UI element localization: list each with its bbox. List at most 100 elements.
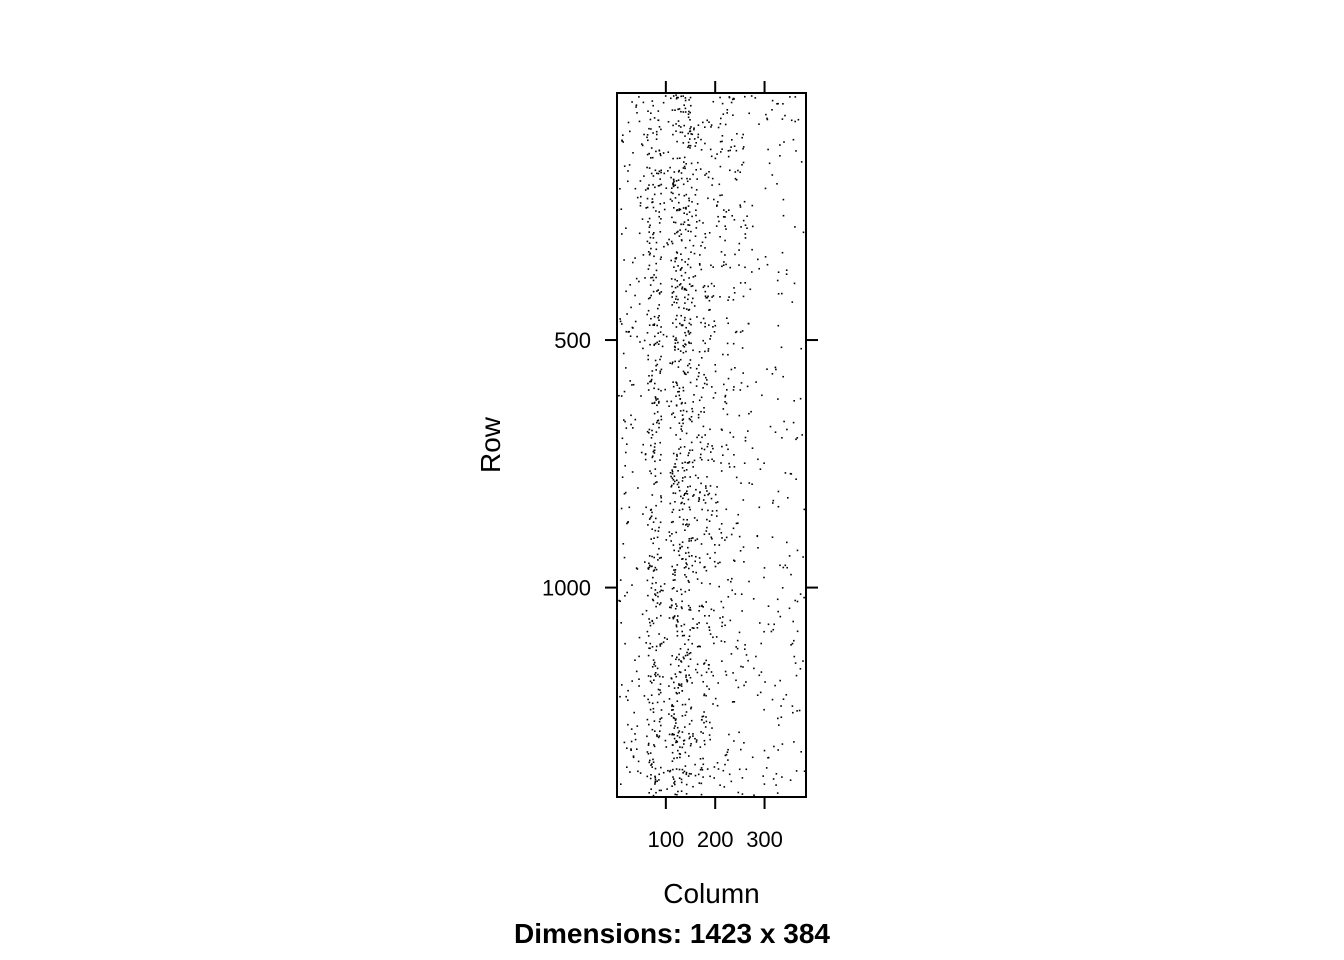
data-point (698, 497, 700, 499)
data-point (654, 776, 657, 779)
data-point (671, 242, 674, 245)
data-point (676, 700, 679, 702)
data-point (682, 389, 685, 392)
data-point (686, 493, 689, 495)
data-point (714, 364, 716, 366)
data-point (675, 337, 677, 339)
data-point (744, 282, 746, 284)
data-point (727, 377, 730, 380)
data-point (696, 221, 698, 223)
data-point (672, 452, 675, 455)
data-point (619, 600, 621, 602)
data-point (674, 257, 677, 260)
data-point (623, 741, 626, 744)
data-point (794, 120, 796, 123)
data-point (791, 642, 794, 645)
data-point (732, 389, 735, 391)
data-point (677, 108, 679, 111)
data-point (654, 475, 657, 477)
data-point (675, 718, 677, 720)
data-point (688, 363, 691, 365)
data-point (678, 684, 680, 686)
data-point (660, 602, 662, 604)
data-point (689, 266, 692, 269)
data-point (724, 670, 727, 673)
data-point (714, 551, 716, 554)
data-point (647, 268, 650, 270)
x-tick-label: 100 (647, 827, 684, 852)
data-point (658, 422, 660, 425)
data-point (672, 492, 675, 494)
data-point (660, 766, 662, 769)
data-point (741, 610, 743, 612)
data-point (671, 469, 673, 471)
data-point (638, 232, 641, 235)
data-point (712, 326, 714, 328)
data-point (692, 349, 694, 352)
data-point (680, 324, 683, 326)
data-point (726, 413, 729, 416)
data-point (741, 164, 743, 166)
data-point (689, 485, 691, 488)
data-point (701, 508, 703, 511)
data-point (658, 211, 660, 213)
data-point (648, 701, 651, 704)
data-point (677, 687, 679, 689)
data-point (679, 269, 682, 271)
data-point (722, 454, 724, 456)
data-point (662, 771, 665, 774)
data-point (675, 318, 677, 321)
data-point (713, 642, 715, 645)
data-point (669, 362, 671, 364)
data-point (676, 635, 679, 637)
data-point (656, 617, 658, 619)
data-point (674, 416, 676, 418)
data-point (683, 469, 686, 472)
data-point (694, 539, 697, 542)
data-point (687, 579, 690, 582)
data-point (651, 100, 654, 102)
data-point (669, 663, 672, 666)
data-point (676, 186, 679, 189)
data-point (628, 164, 631, 166)
data-point (678, 777, 681, 779)
data-point (637, 487, 639, 489)
data-point (685, 674, 687, 677)
data-point (627, 689, 629, 692)
data-point (683, 212, 685, 214)
data-point (733, 740, 735, 742)
data-point (621, 233, 623, 235)
data-point (687, 263, 689, 266)
data-point (659, 645, 662, 647)
data-point (668, 713, 670, 715)
data-point (656, 735, 658, 738)
data-point (660, 218, 662, 220)
data-point (727, 759, 729, 761)
data-point (742, 546, 745, 548)
data-point (687, 293, 690, 296)
data-point (692, 276, 695, 278)
data-point (696, 178, 698, 180)
data-point (659, 718, 661, 720)
data-point (645, 207, 647, 209)
data-point (673, 733, 675, 736)
data-point (671, 285, 673, 288)
data-point (679, 671, 682, 674)
data-point (680, 606, 683, 608)
data-point (763, 567, 766, 569)
data-point (644, 458, 647, 461)
data-point (701, 769, 704, 771)
data-point (692, 244, 695, 247)
data-point (694, 275, 697, 277)
data-point (777, 324, 780, 327)
data-point (659, 521, 662, 524)
data-point (705, 297, 707, 299)
data-point (706, 490, 708, 492)
data-point (653, 255, 655, 258)
data-point (751, 204, 754, 207)
data-point (734, 171, 737, 173)
data-point (680, 790, 683, 792)
data-point (691, 449, 694, 451)
data-point (723, 786, 726, 788)
data-point (662, 676, 664, 678)
